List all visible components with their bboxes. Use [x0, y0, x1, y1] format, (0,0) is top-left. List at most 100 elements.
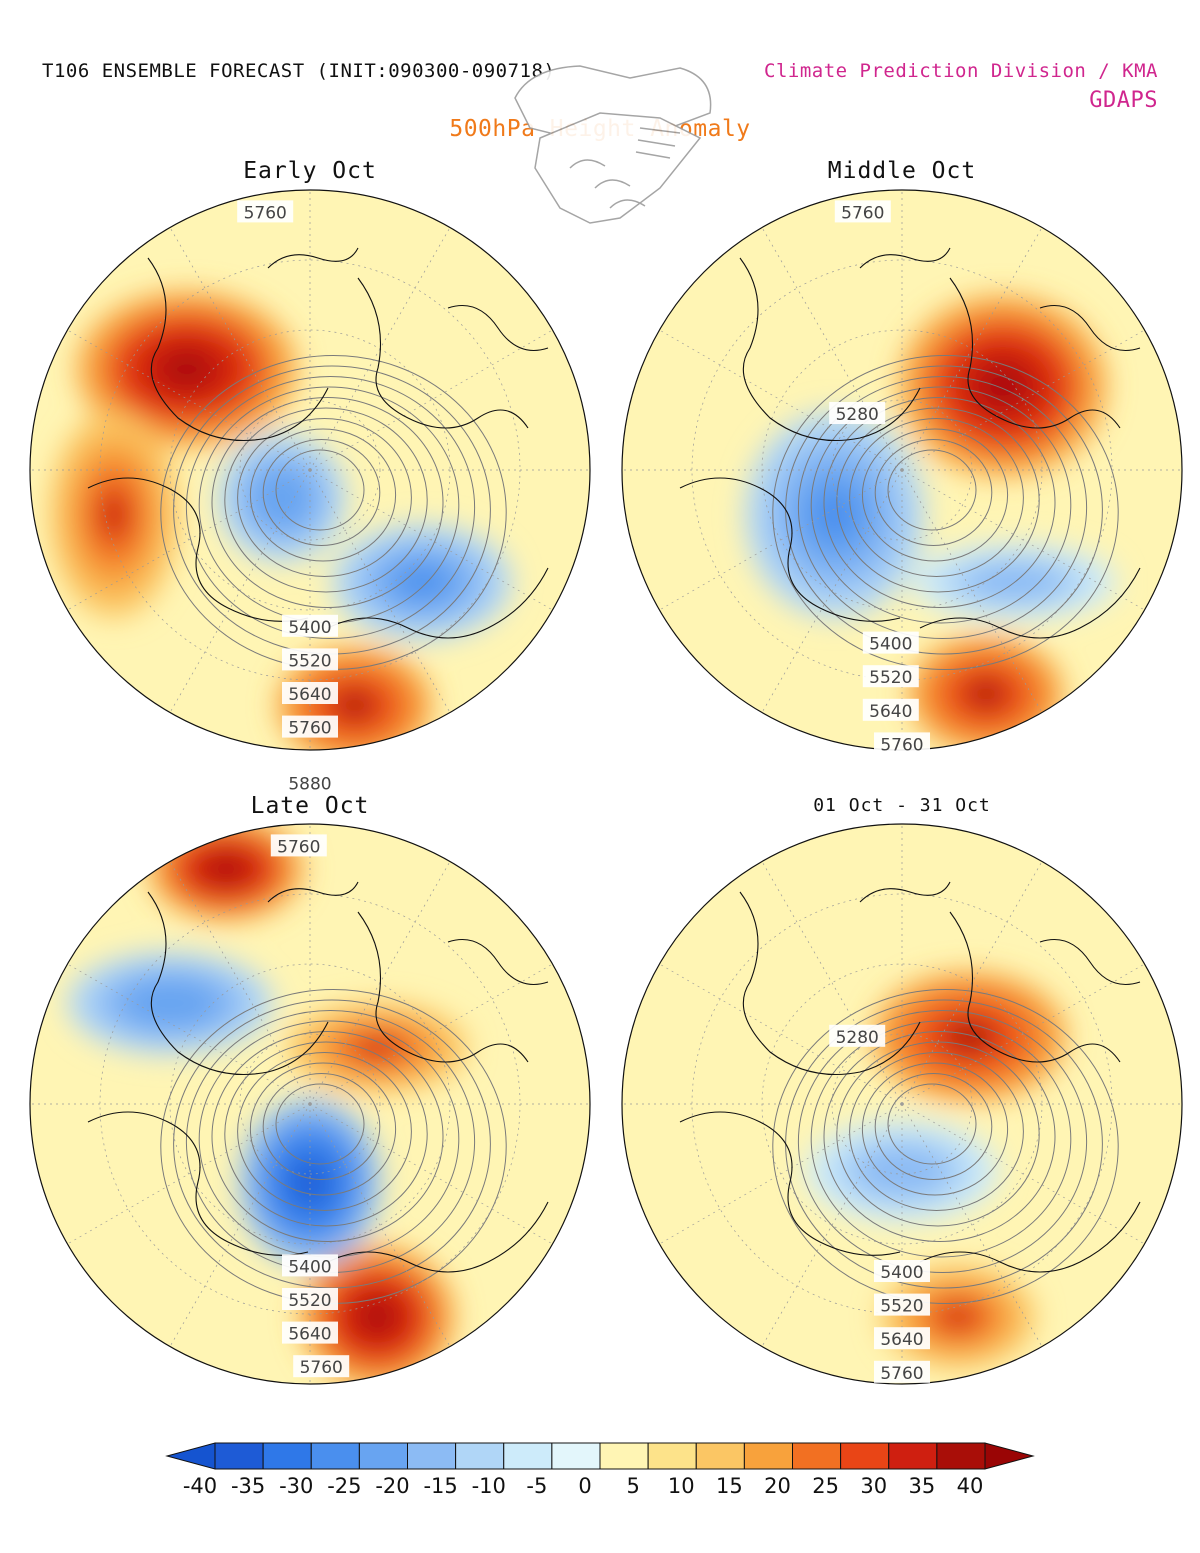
height-contour — [224, 407, 428, 593]
colorbar-bin — [358, 1442, 408, 1470]
coastline — [949, 277, 1121, 429]
height-contour — [237, 418, 412, 577]
anomaly-positive-canada — [977, 363, 1029, 409]
colorbar-tick-label: -30 — [279, 1474, 313, 1498]
height-contour — [836, 407, 1040, 593]
contour-label: 5280 — [829, 402, 886, 425]
height-contour — [249, 1062, 397, 1196]
colorbar-tick-label: 20 — [764, 1474, 791, 1498]
height-contour — [772, 355, 1119, 670]
height-contour — [810, 386, 1072, 624]
svg-text:5760: 5760 — [880, 735, 923, 755]
height-contour — [861, 428, 1009, 562]
svg-text:5520: 5520 — [880, 1297, 923, 1317]
contour-label: 5640 — [874, 1327, 930, 1350]
svg-text:5760: 5760 — [288, 719, 331, 739]
colorbar-bin — [792, 1442, 842, 1470]
colorbar-over-triangle — [984, 1442, 1035, 1470]
colorbar-bin — [262, 1442, 312, 1470]
polar-map-middle-oct: 5760 5280 5400 5520 5640 5760 — [621, 189, 1183, 755]
coastline — [327, 1201, 549, 1273]
coastline — [859, 881, 951, 903]
coastline — [267, 247, 359, 269]
coastline — [739, 257, 921, 441]
panel-title-early-oct: Early Oct — [243, 158, 377, 184]
colorbar-tick-label: -5 — [526, 1474, 547, 1498]
coastline — [447, 304, 549, 352]
contour-label: 5400 — [282, 614, 338, 638]
contour-label: 5640 — [282, 1321, 338, 1345]
height-contour — [849, 418, 1024, 577]
colorbar-bin — [551, 1442, 601, 1470]
height-contour — [887, 1083, 977, 1165]
colorbar-tick-label: 5 — [626, 1474, 639, 1498]
svg-text:5760: 5760 — [244, 203, 287, 223]
svg-text:5400: 5400 — [288, 618, 331, 638]
coastline — [1039, 304, 1141, 352]
svg-text:5760: 5760 — [300, 1358, 343, 1378]
height-contour — [224, 1041, 428, 1227]
height-contour — [810, 1020, 1072, 1258]
colorbar-tick-label: 30 — [860, 1474, 887, 1498]
svg-text:5760: 5760 — [880, 1364, 923, 1384]
colorbar-bin — [599, 1442, 649, 1470]
height-contour — [211, 397, 444, 608]
colorbar-tick-label: 35 — [909, 1474, 936, 1498]
colorbar-bin — [647, 1442, 697, 1470]
svg-text:5760: 5760 — [277, 837, 320, 857]
anomaly-negative-east-asia — [988, 572, 1040, 592]
height-contour — [823, 397, 1056, 608]
polar-map-full-month: 5280 5400 5520 5640 5760 — [621, 823, 1183, 1385]
anomaly-positive-north-pacific — [938, 1303, 978, 1330]
colorbar-bin — [407, 1442, 457, 1470]
contour-label: 5640 — [282, 682, 338, 705]
anomaly-positive-western-europe — [97, 489, 131, 541]
contour-label: 5520 — [282, 1288, 338, 1311]
contour-label: 5760 — [874, 732, 930, 755]
handshake-watermark — [514, 65, 712, 224]
colorbar-bin — [214, 1442, 264, 1470]
anomaly-positive-north-pacific — [357, 1299, 397, 1335]
height-contour — [237, 1052, 412, 1211]
anomaly-negative-arctic — [265, 481, 299, 515]
colorbar-tick-label: 15 — [716, 1474, 743, 1498]
contour-label: 5760 — [282, 715, 338, 739]
anomaly-positive-canada — [945, 1020, 994, 1053]
colorbar-tick-label: 40 — [957, 1474, 984, 1498]
svg-text:5520: 5520 — [869, 668, 912, 688]
contour-label: 5520 — [282, 648, 338, 671]
coastline — [739, 891, 921, 1075]
height-contour — [262, 439, 381, 546]
height-contour — [797, 1010, 1088, 1273]
coastline — [679, 477, 901, 622]
contour-label: 5400 — [874, 1260, 930, 1283]
coastline — [87, 1111, 309, 1256]
contour-label: 5520 — [862, 665, 919, 688]
anomaly-negative-europe — [144, 990, 196, 1017]
coastline — [87, 477, 309, 622]
svg-text:5760: 5760 — [841, 203, 884, 223]
height-contour — [823, 1031, 1056, 1242]
panel-title-full-month: 01 Oct - 31 Oct — [813, 795, 991, 816]
polar-map-late-oct: 5760 5400 5520 5640 5760 — [29, 823, 591, 1385]
height-contour — [874, 439, 993, 546]
svg-text:5880: 5880 — [288, 775, 331, 795]
colorbar-bin — [503, 1442, 553, 1470]
coastline — [357, 277, 529, 429]
coastline — [357, 911, 529, 1063]
colorbar-bin — [455, 1442, 505, 1470]
height-contour — [797, 376, 1088, 639]
agency-title: Climate Prediction Division / KMA — [764, 60, 1158, 82]
height-contour — [849, 1052, 1024, 1211]
contour-label: 5760 — [237, 200, 294, 223]
height-contour — [772, 989, 1119, 1304]
contour-label: 5880 — [282, 771, 338, 795]
anomaly-positive-north-atlantic — [159, 349, 215, 389]
height-contour — [211, 1031, 444, 1242]
contour-label: 5640 — [862, 698, 919, 722]
anomaly-positive-greenland — [206, 855, 246, 882]
colorbar-under-triangle — [165, 1442, 216, 1470]
height-contour — [275, 1083, 365, 1165]
contour-label: 5760 — [270, 834, 327, 857]
colorbar-tick-label: -10 — [472, 1474, 506, 1498]
